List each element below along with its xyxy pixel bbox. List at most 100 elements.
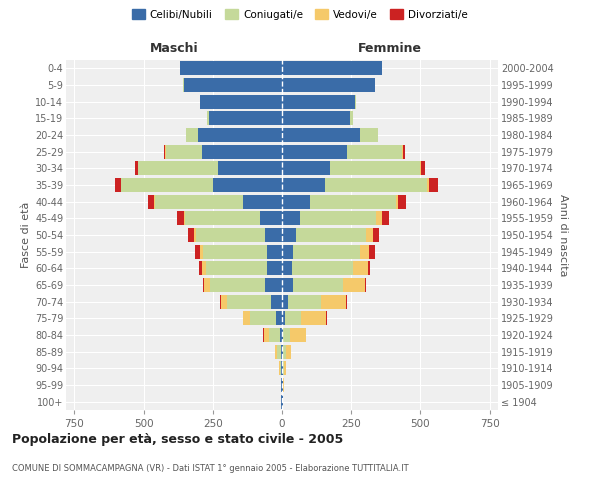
Bar <box>203 244 267 259</box>
Bar <box>282 328 283 342</box>
Bar <box>286 344 292 359</box>
Bar <box>283 361 284 376</box>
Bar <box>301 311 326 326</box>
Bar <box>282 94 355 109</box>
Bar <box>199 261 202 276</box>
Bar <box>206 261 267 276</box>
Bar <box>121 178 213 192</box>
Bar <box>250 311 277 326</box>
Bar <box>265 278 282 292</box>
Bar <box>148 194 154 209</box>
Bar <box>184 78 282 92</box>
Bar <box>359 244 369 259</box>
Bar <box>343 278 365 292</box>
Bar <box>207 112 209 126</box>
Bar <box>421 162 425 175</box>
Bar <box>427 178 429 192</box>
Bar <box>331 162 421 175</box>
Bar <box>210 278 265 292</box>
Bar <box>282 112 350 126</box>
Bar <box>277 344 281 359</box>
Bar <box>395 194 398 209</box>
Bar <box>203 278 205 292</box>
Bar <box>213 178 282 192</box>
Bar <box>282 278 293 292</box>
Bar <box>367 228 373 242</box>
Bar <box>280 361 281 376</box>
Bar <box>220 294 221 308</box>
Bar <box>285 311 301 326</box>
Bar <box>196 244 200 259</box>
Bar <box>205 278 210 292</box>
Bar <box>376 211 382 226</box>
Text: Femmine: Femmine <box>358 42 422 55</box>
Bar <box>398 194 406 209</box>
Bar <box>347 144 403 159</box>
Bar <box>403 144 405 159</box>
Bar <box>177 211 184 226</box>
Bar <box>281 361 282 376</box>
Bar <box>267 244 282 259</box>
Bar <box>282 211 300 226</box>
Bar <box>202 261 206 276</box>
Bar <box>265 228 282 242</box>
Bar <box>282 162 331 175</box>
Bar <box>277 311 282 326</box>
Bar <box>202 144 282 159</box>
Bar <box>282 144 347 159</box>
Bar <box>275 344 277 359</box>
Bar <box>293 278 343 292</box>
Bar <box>200 94 282 109</box>
Bar <box>282 128 359 142</box>
Bar <box>194 228 196 242</box>
Bar <box>188 228 194 242</box>
Bar <box>353 261 368 276</box>
Bar <box>282 344 283 359</box>
Bar <box>243 194 282 209</box>
Bar <box>282 78 375 92</box>
Bar <box>282 294 287 308</box>
Bar <box>369 244 375 259</box>
Bar <box>243 311 250 326</box>
Bar <box>359 128 377 142</box>
Text: Maschi: Maschi <box>149 42 199 55</box>
Y-axis label: Fasce di età: Fasce di età <box>20 202 31 268</box>
Bar <box>282 228 296 242</box>
Bar <box>155 194 243 209</box>
Bar <box>310 194 395 209</box>
Bar <box>166 144 202 159</box>
Bar <box>282 62 382 76</box>
Bar <box>290 328 305 342</box>
Bar <box>287 294 321 308</box>
Text: COMUNE DI SOMMACAMPAGNA (VR) - Dati ISTAT 1° gennaio 2005 - Elaborazione TUTTITA: COMUNE DI SOMMACAMPAGNA (VR) - Dati ISTA… <box>12 464 409 473</box>
Bar <box>321 294 346 308</box>
Bar <box>282 244 293 259</box>
Bar <box>185 211 260 226</box>
Bar <box>260 211 282 226</box>
Bar <box>269 328 280 342</box>
Bar <box>282 194 310 209</box>
Bar <box>283 328 290 342</box>
Bar <box>325 178 427 192</box>
Y-axis label: Anni di nascita: Anni di nascita <box>557 194 568 276</box>
Bar <box>197 128 282 142</box>
Bar <box>135 162 138 175</box>
Bar <box>281 344 282 359</box>
Bar <box>264 328 269 342</box>
Bar <box>209 112 282 126</box>
Bar <box>292 261 353 276</box>
Bar <box>293 244 359 259</box>
Bar <box>282 361 283 376</box>
Bar <box>365 278 366 292</box>
Text: Popolazione per età, sesso e stato civile - 2005: Popolazione per età, sesso e stato civil… <box>12 432 343 446</box>
Bar <box>350 112 353 126</box>
Bar <box>300 211 376 226</box>
Bar <box>196 228 265 242</box>
Bar <box>164 144 166 159</box>
Bar <box>221 294 227 308</box>
Bar <box>200 244 203 259</box>
Bar <box>154 194 155 209</box>
Bar <box>138 162 218 175</box>
Bar <box>267 261 282 276</box>
Bar <box>429 178 439 192</box>
